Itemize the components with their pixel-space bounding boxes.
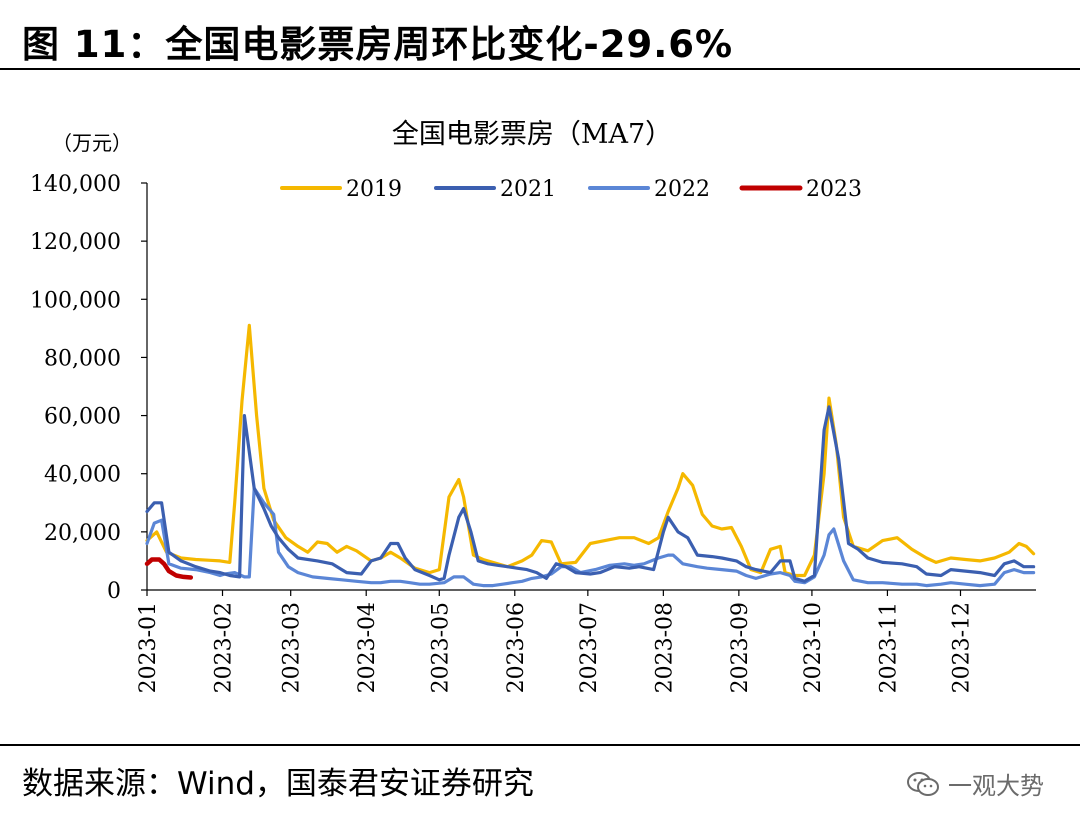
x-tick-label: 2023-08 [652, 602, 677, 693]
chart-title: 全国电影票房（MA7） [392, 119, 672, 150]
y-tick-label: 140,000 [30, 172, 121, 197]
legend-label: 2023 [806, 177, 862, 202]
figure-title: 图 11：全国电影票房周环比变化-29.6% [22, 23, 734, 66]
watermark: 一观大势 [906, 766, 1044, 801]
unit-label: （万元） [52, 131, 132, 155]
x-tick-label: 2023-01 [136, 602, 161, 693]
series-line-2022 [145, 486, 1036, 588]
line-chart: 全国电影票房（MA7） （万元） 0 20,000 40,000 60,000 80,000… [30, 119, 1036, 693]
x-tick-label: 2023-04 [355, 602, 380, 693]
series-line-2021 [145, 405, 1036, 583]
y-tick-label: 80,000 [44, 346, 121, 371]
legend-label: 2022 [654, 177, 710, 202]
wechat-icon [907, 771, 939, 796]
x-tick-label: 2023-10 [801, 602, 826, 693]
top-rule [0, 68, 1080, 70]
y-tick-label: 40,000 [44, 463, 121, 488]
x-tick-label: 2023-11 [876, 602, 901, 693]
legend-label: 2021 [500, 177, 556, 202]
x-tick-label: 2023-02 [212, 602, 237, 693]
y-tick-label: 60,000 [44, 405, 121, 430]
y-tick-label: 20,000 [44, 521, 121, 546]
x-tick-label: 2023-07 [577, 602, 602, 693]
x-tick-label: 2023-06 [504, 602, 529, 693]
series-line-2023 [144, 557, 194, 580]
x-tick-label: 2023-03 [280, 602, 305, 693]
x-tick-label: 2023-05 [428, 602, 453, 693]
bottom-rule [0, 744, 1080, 746]
x-tick-label: 2023-12 [949, 602, 974, 693]
source-note: 数据来源：Wind，国泰君安证券研究 [22, 766, 534, 802]
x-tick-label: 2023-09 [728, 602, 753, 693]
legend-label: 2019 [346, 177, 402, 202]
y-tick-label: 120,000 [30, 230, 121, 255]
y-tick-label: 100,000 [30, 288, 121, 313]
y-tick-label: 0 [107, 579, 121, 604]
watermark-text: 一观大势 [948, 772, 1044, 800]
